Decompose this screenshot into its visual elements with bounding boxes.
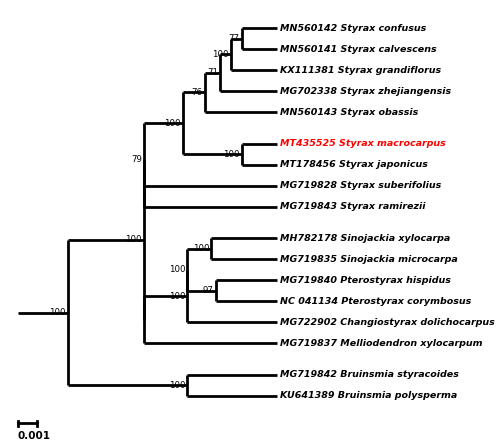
Text: 100: 100 <box>223 150 240 159</box>
Text: MN560141 Styrax calvescens: MN560141 Styrax calvescens <box>280 44 436 53</box>
Text: 0.001: 0.001 <box>18 431 51 441</box>
Text: MT178456 Styrax japonicus: MT178456 Styrax japonicus <box>280 160 428 169</box>
Text: MG719835 Sinojackia microcarpa: MG719835 Sinojackia microcarpa <box>280 255 458 264</box>
Text: 100: 100 <box>50 308 66 317</box>
Text: 100: 100 <box>169 291 186 300</box>
Text: MG719843 Styrax ramirezii: MG719843 Styrax ramirezii <box>280 202 426 211</box>
Text: KX111381 Styrax grandiflorus: KX111381 Styrax grandiflorus <box>280 65 441 75</box>
Text: 100: 100 <box>126 235 142 244</box>
Text: 79: 79 <box>131 155 142 164</box>
Text: KU641389 Bruinsmia polysperma: KU641389 Bruinsmia polysperma <box>280 392 458 401</box>
Text: MT435525 Styrax macrocarpus: MT435525 Styrax macrocarpus <box>280 139 446 148</box>
Text: 100: 100 <box>164 119 181 128</box>
Text: NC 041134 Pterostyrax corymbosus: NC 041134 Pterostyrax corymbosus <box>280 297 471 306</box>
Text: 76: 76 <box>192 88 202 97</box>
Text: MG719842 Bruinsmia styracoides: MG719842 Bruinsmia styracoides <box>280 370 459 380</box>
Text: 100: 100 <box>169 381 186 390</box>
Text: 97: 97 <box>202 286 213 295</box>
Text: MG702338 Styrax zhejiangensis: MG702338 Styrax zhejiangensis <box>280 87 451 96</box>
Text: MN560142 Styrax confusus: MN560142 Styrax confusus <box>280 24 426 32</box>
Text: MG719840 Pterostyrax hispidus: MG719840 Pterostyrax hispidus <box>280 276 451 285</box>
Text: 100: 100 <box>212 50 229 59</box>
Text: MG722902 Changiostyrax dolichocarpus: MG722902 Changiostyrax dolichocarpus <box>280 318 495 327</box>
Text: MH782178 Sinojackia xylocarpa: MH782178 Sinojackia xylocarpa <box>280 234 450 243</box>
Text: MG719837 Melliodendron xylocarpum: MG719837 Melliodendron xylocarpum <box>280 339 482 348</box>
Text: 71: 71 <box>207 68 218 77</box>
Text: MN560143 Styrax obassis: MN560143 Styrax obassis <box>280 108 418 117</box>
Text: 100: 100 <box>192 244 209 253</box>
Text: 100: 100 <box>169 265 186 274</box>
Text: MG719828 Styrax suberifolius: MG719828 Styrax suberifolius <box>280 181 442 190</box>
Text: 77: 77 <box>228 34 239 43</box>
